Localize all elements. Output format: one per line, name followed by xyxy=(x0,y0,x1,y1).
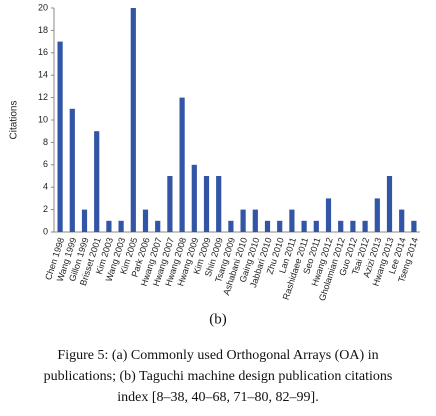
y-tick-label: 10 xyxy=(38,114,48,124)
caption-line: Figure 5: (a) Commonly used Orthogonal A… xyxy=(57,348,378,363)
bar xyxy=(301,220,307,232)
bar xyxy=(277,220,283,232)
bar xyxy=(118,220,124,232)
bar xyxy=(69,108,75,232)
bar xyxy=(313,220,319,232)
bar xyxy=(325,198,332,232)
bar xyxy=(350,220,356,232)
bar xyxy=(191,164,197,232)
bar xyxy=(106,220,112,232)
bar xyxy=(240,209,246,232)
y-tick-label: 8 xyxy=(43,137,48,147)
y-tick-label: 14 xyxy=(38,70,48,80)
bar xyxy=(130,8,136,232)
bar xyxy=(203,176,210,232)
y-tick-label: 2 xyxy=(43,204,48,214)
y-tick-label: 12 xyxy=(38,92,48,102)
caption-line: publications; (b) Taguchi machine design… xyxy=(44,369,393,384)
y-tick-label: 20 xyxy=(38,2,48,12)
bar xyxy=(289,209,295,232)
y-tick-label: 0 xyxy=(43,226,48,236)
bar xyxy=(167,176,173,232)
sublabel: (b) xyxy=(209,311,227,327)
bar xyxy=(386,176,393,232)
bar xyxy=(155,220,161,232)
bar xyxy=(81,209,88,232)
bar xyxy=(94,131,100,232)
bar xyxy=(338,220,344,232)
y-tick-label: 6 xyxy=(43,159,48,169)
bar xyxy=(264,220,271,232)
y-tick-label: 4 xyxy=(43,182,48,192)
bar xyxy=(362,220,368,232)
bar xyxy=(216,176,222,232)
bar xyxy=(399,209,405,232)
bar xyxy=(411,220,417,232)
y-axis-label: Citations xyxy=(9,101,20,140)
bar xyxy=(142,209,149,232)
bar xyxy=(252,209,258,232)
bar xyxy=(57,41,63,232)
bar xyxy=(228,220,234,232)
caption-line: index [8–38, 40–68, 71–80, 82–99]. xyxy=(117,390,318,405)
bar xyxy=(374,198,380,232)
y-tick-label: 16 xyxy=(38,47,48,57)
bar xyxy=(179,97,185,232)
y-tick-label: 18 xyxy=(38,25,48,35)
